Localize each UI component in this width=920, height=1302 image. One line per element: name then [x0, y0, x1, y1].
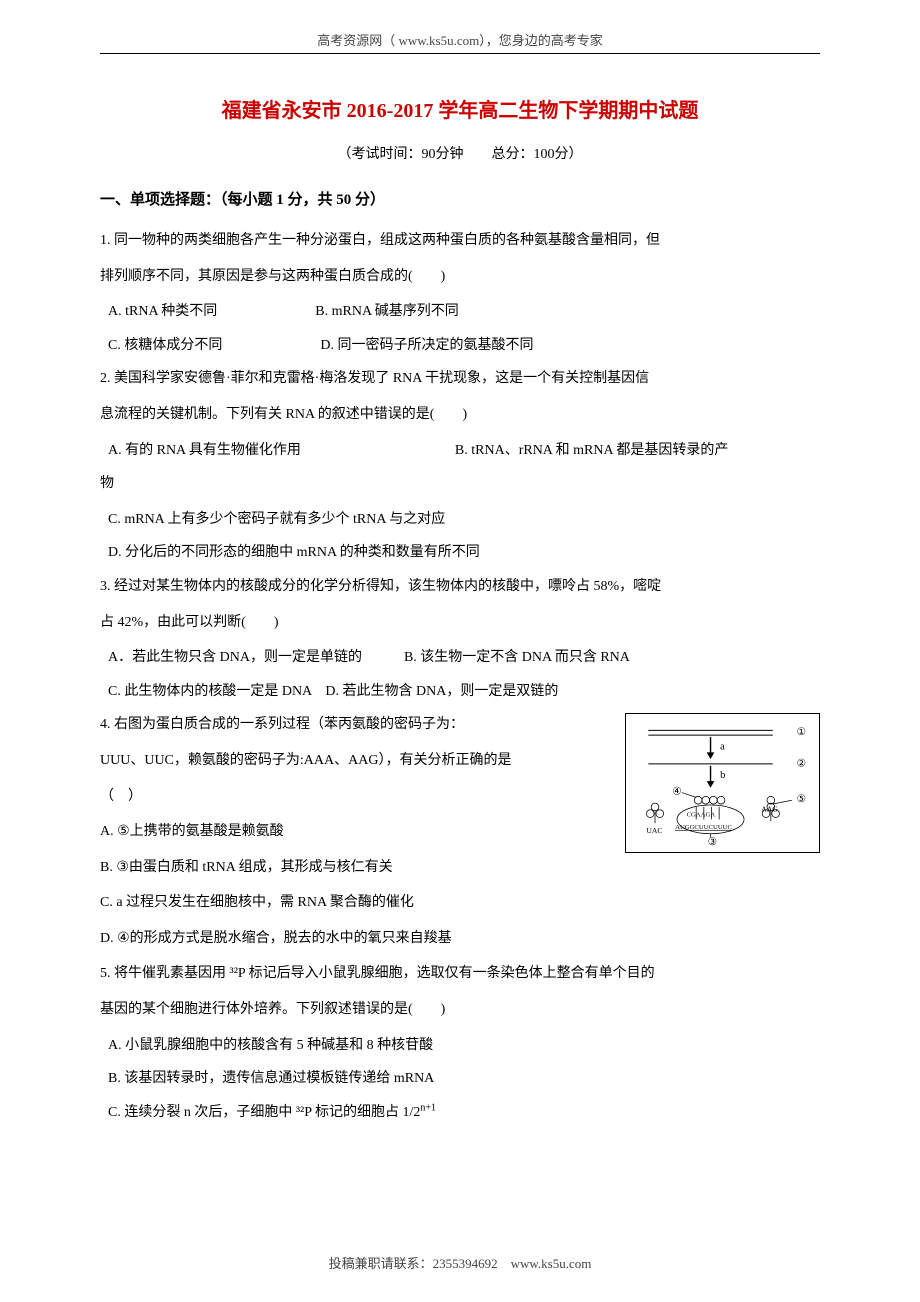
q3-text1: 3. 经过对某生物体内的核酸成分的化学分析得知，该生物体内的核酸中，嘌呤占 58…: [100, 570, 820, 604]
q4-diagram-container: ① a ② b ④ ⑤ UAC CGAAGA AUGGCUUCUUUC AAG: [625, 713, 820, 858]
q4-optD: D. ④的形成方式是脱水缩合，脱去的水中的氧只来自羧基: [100, 922, 820, 956]
q1-optA: A. tRNA 种类不同: [108, 304, 217, 319]
q3-options-ab: A．若此生物只含 DNA，则一定是单链的 B. 该生物一定不含 DNA 而只含 …: [108, 641, 820, 675]
q2-text1: 2. 美国科学家安德鲁·菲尔和克雷格·梅洛发现了 RNA 干扰现象，这是一个有关…: [100, 362, 820, 396]
diagram-aag: AAG: [761, 805, 778, 814]
diagram-label-1: ①: [797, 726, 807, 738]
exam-info: （考试时间：90分钟 总分：100分）: [100, 143, 820, 163]
q5-optB: B. 该基因转录时，遗传信息通过模板链传递给 mRNA: [108, 1062, 820, 1096]
q2-options-ab: A. 有的 RNA 具有生物催化作用 B. tRNA、rRNA 和 mRNA 都…: [108, 434, 820, 468]
q2-optB: B. tRNA、rRNA 和 mRNA 都是基因转录的产: [455, 443, 728, 458]
q2-optC: C. mRNA 上有多少个密码子就有多少个 tRNA 与之对应: [108, 503, 820, 537]
q5-optC-pre: C. 连续分裂 n 次后，子细胞中 ³²P 标记的细胞占 1/2: [108, 1105, 420, 1120]
diagram-label-5: ⑤: [797, 793, 807, 805]
diagram-cgaaga: CGAAGA: [687, 812, 716, 819]
q4-diagram: ① a ② b ④ ⑤ UAC CGAAGA AUGGCUUCUUUC AAG: [625, 713, 820, 853]
exam-title: 福建省永安市 2016-2017 学年高二生物下学期期中试题: [100, 94, 820, 123]
q1-optD: D. 同一密码子所决定的氨基酸不同: [320, 338, 533, 353]
header-divider: [100, 53, 820, 54]
q3-options-cd: C. 此生物体内的核酸一定是 DNA D. 若此生物含 DNA，则一定是双链的: [108, 675, 820, 709]
q1-options-cd: C. 核糖体成分不同 D. 同一密码子所决定的氨基酸不同: [108, 329, 820, 363]
diagram-augg: AUGGCUUCUUUC: [675, 824, 732, 831]
q3-optA: A．若此生物只含 DNA，则一定是单链的: [108, 650, 362, 665]
q3-optD: D. 若此生物含 DNA，则一定是双链的: [325, 684, 558, 699]
header-site-text: 高考资源网（ www.ks5u.com），您身边的高考专家: [100, 30, 820, 49]
q3-optC: C. 此生物体内的核酸一定是 DNA: [108, 684, 311, 699]
section-header: 一、单项选择题：（每小题 1 分，共 50 分）: [100, 188, 820, 209]
footer-text: 投稿兼职请联系：2355394692 www.ks5u.com: [0, 1253, 920, 1272]
q5-optA: A. 小鼠乳腺细胞中的核酸含有 5 种碱基和 8 种核苷酸: [108, 1029, 820, 1063]
q2-optD: D. 分化后的不同形态的细胞中 mRNA 的种类和数量有所不同: [108, 536, 820, 570]
q5-optC-sup: n+1: [420, 1102, 436, 1113]
diagram-label-2: ②: [797, 758, 807, 770]
q1-optC: C. 核糖体成分不同: [108, 338, 222, 353]
q3-text2: 占 42%，由此可以判断( ): [100, 606, 820, 640]
diagram-uac: UAC: [646, 826, 662, 835]
q5-optC-line: C. 连续分裂 n 次后，子细胞中 ³²P 标记的细胞占 1/2n+1: [108, 1096, 820, 1130]
diagram-label-a: a: [720, 742, 725, 753]
q2-optB2: 物: [100, 467, 820, 501]
diagram-label-4: ④: [672, 786, 682, 798]
diagram-label-3: ③: [708, 837, 718, 849]
q2-optA: A. 有的 RNA 具有生物催化作用: [108, 443, 301, 458]
q1-options-ab: A. tRNA 种类不同 B. mRNA 碱基序列不同: [108, 295, 820, 329]
q4-optC: C. a 过程只发生在细胞核中，需 RNA 聚合酶的催化: [100, 886, 820, 920]
q1-text1: 1. 同一物种的两类细胞各产生一种分泌蛋白，组成这两种蛋白质的各种氨基酸含量相同…: [100, 224, 820, 258]
q3-optB: B. 该生物一定不含 DNA 而只含 RNA: [404, 650, 630, 665]
q5-text1: 5. 将牛催乳素基因用 ³²P 标记后导入小鼠乳腺细胞，选取仅有一条染色体上整合…: [100, 957, 820, 991]
q2-text2: 息流程的关键机制。下列有关 RNA 的叙述中错误的是( ): [100, 398, 820, 432]
diagram-label-b: b: [720, 771, 725, 782]
q1-optB: B. mRNA 碱基序列不同: [315, 304, 459, 319]
q5-text2: 基因的某个细胞进行体外培养。下列叙述错误的是( ): [100, 993, 820, 1027]
q1-text2: 排列顺序不同，其原因是参与这两种蛋白质合成的( ): [100, 260, 820, 294]
